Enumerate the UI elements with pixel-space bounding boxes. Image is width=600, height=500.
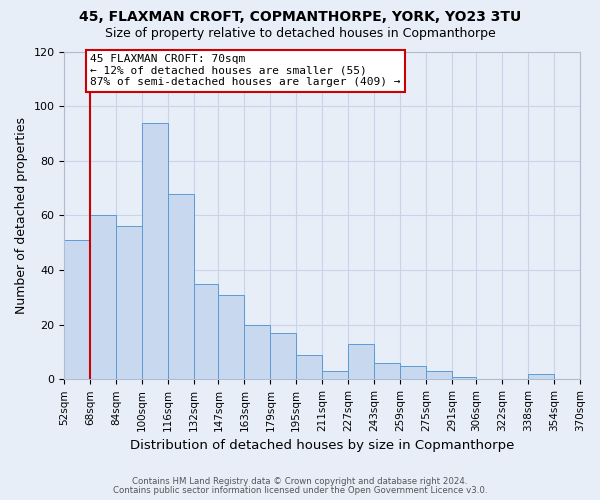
Bar	[271, 333, 296, 380]
Text: 45 FLAXMAN CROFT: 70sqm
← 12% of detached houses are smaller (55)
87% of semi-de: 45 FLAXMAN CROFT: 70sqm ← 12% of detache…	[91, 54, 401, 88]
Bar	[400, 366, 426, 380]
Bar	[116, 226, 142, 380]
Bar	[452, 376, 476, 380]
Bar	[168, 194, 194, 380]
Text: Size of property relative to detached houses in Copmanthorpe: Size of property relative to detached ho…	[104, 28, 496, 40]
X-axis label: Distribution of detached houses by size in Copmanthorpe: Distribution of detached houses by size …	[130, 440, 514, 452]
Bar	[218, 294, 244, 380]
Bar	[296, 354, 322, 380]
Text: Contains HM Land Registry data © Crown copyright and database right 2024.: Contains HM Land Registry data © Crown c…	[132, 477, 468, 486]
Bar	[142, 122, 168, 380]
Bar	[322, 371, 348, 380]
Bar	[194, 284, 218, 380]
Y-axis label: Number of detached properties: Number of detached properties	[15, 117, 28, 314]
Bar	[64, 240, 91, 380]
Bar	[374, 363, 400, 380]
Text: Contains public sector information licensed under the Open Government Licence v3: Contains public sector information licen…	[113, 486, 487, 495]
Text: 45, FLAXMAN CROFT, COPMANTHORPE, YORK, YO23 3TU: 45, FLAXMAN CROFT, COPMANTHORPE, YORK, Y…	[79, 10, 521, 24]
Bar	[244, 324, 271, 380]
Bar	[528, 374, 554, 380]
Bar	[348, 344, 374, 380]
Bar	[426, 371, 452, 380]
Bar	[91, 216, 116, 380]
